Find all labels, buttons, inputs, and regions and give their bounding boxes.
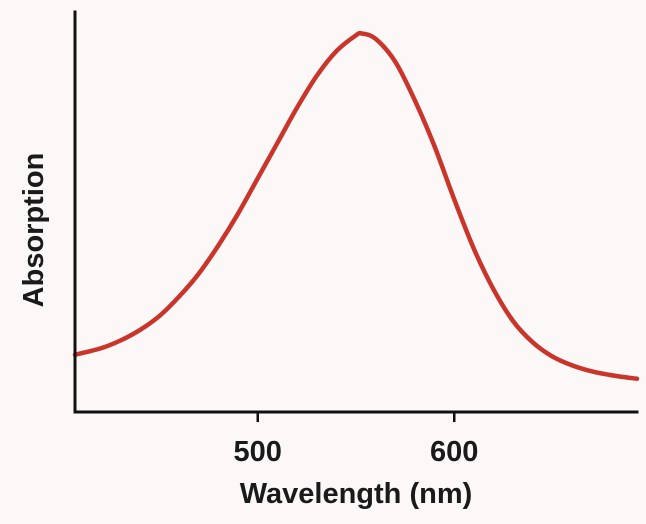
x-tick-label-600: 600: [430, 436, 478, 468]
x-axis-ticks: 500 600: [234, 412, 478, 468]
y-axis-title: Absorption: [18, 153, 50, 308]
plot-area: [72, 30, 640, 382]
x-tick-label-500: 500: [234, 436, 282, 468]
x-axis-title: Wavelength (nm): [240, 478, 473, 510]
series-line-absorption: [72, 30, 640, 382]
